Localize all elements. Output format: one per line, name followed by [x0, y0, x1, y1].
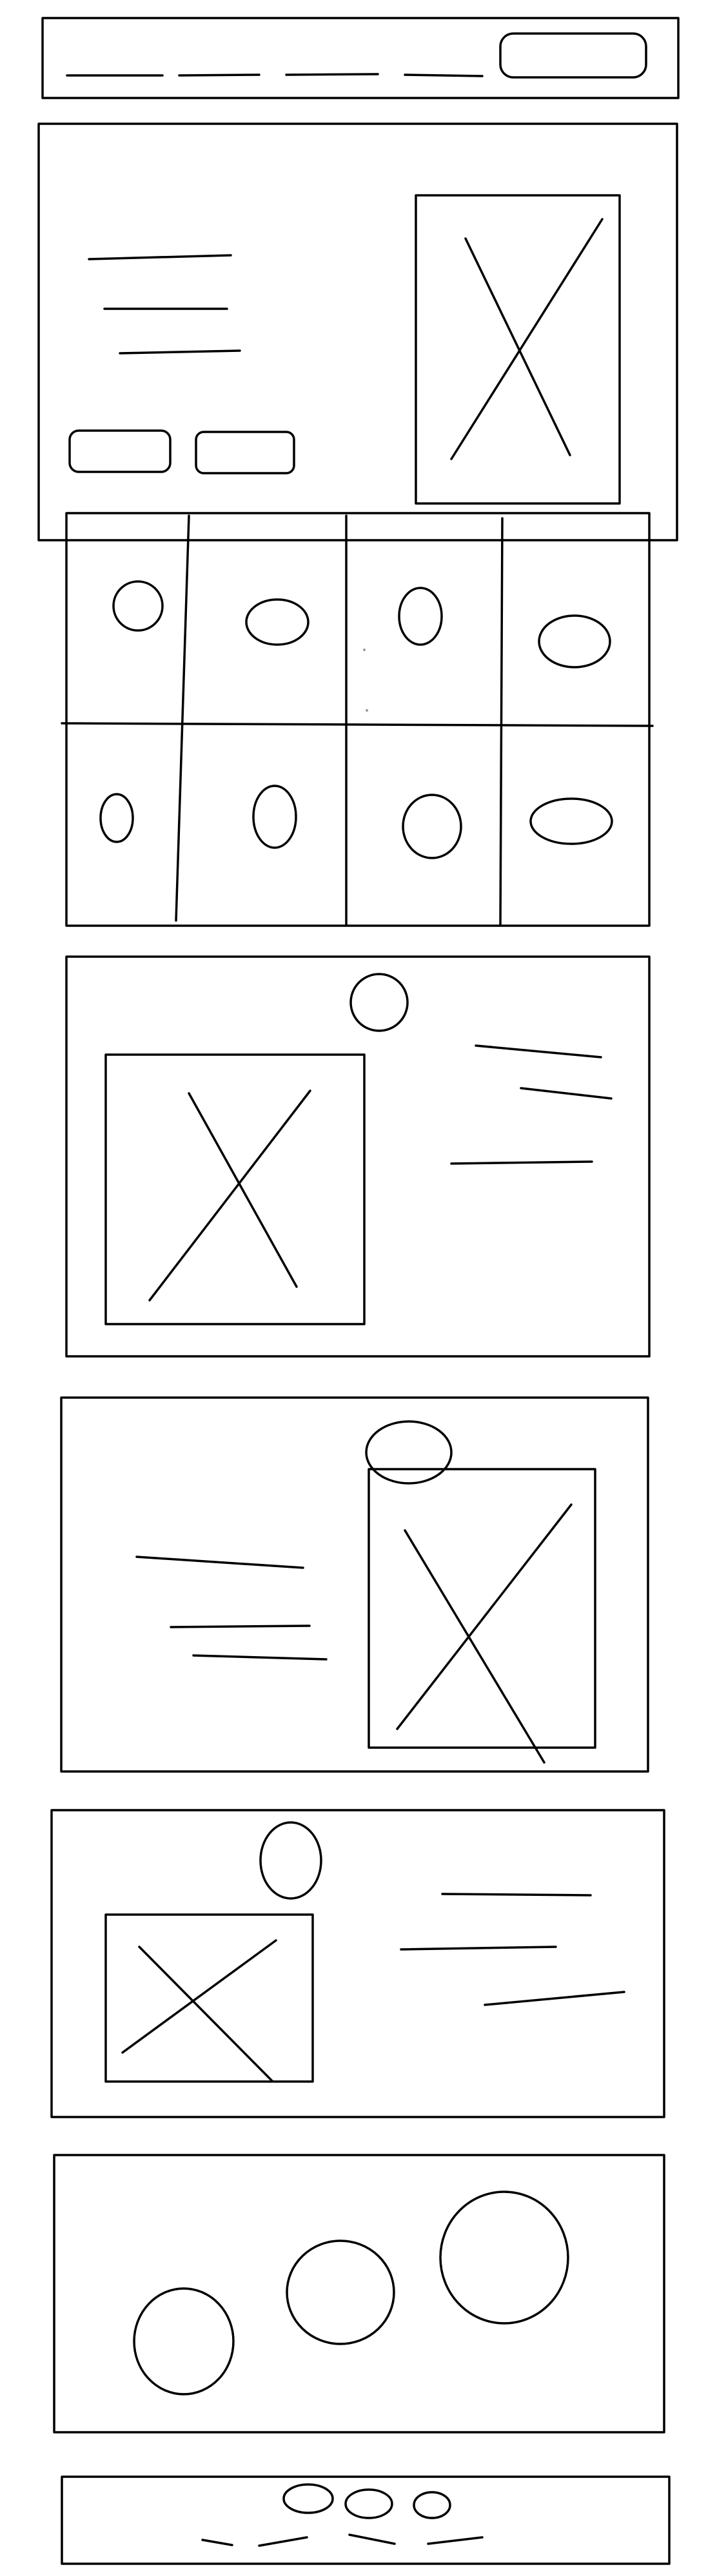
image-cross-line	[148, 1089, 311, 1302]
grid-icon[interactable]	[245, 598, 309, 646]
hero-frame	[37, 122, 678, 542]
footer-frame	[61, 2475, 671, 2565]
circle-item[interactable]	[286, 2239, 395, 2345]
image-frame	[368, 1468, 596, 1749]
grid-frame	[65, 512, 651, 927]
hero-section	[37, 122, 678, 542]
feature-text-line	[400, 1946, 557, 1951]
feature-frame	[50, 1809, 665, 2118]
image-cross-line	[404, 1529, 545, 1764]
nav-cta-button[interactable]	[499, 32, 647, 79]
circle-item[interactable]	[439, 2191, 569, 2325]
feature-image-placeholder	[368, 1468, 596, 1764]
grid-icon[interactable]	[99, 793, 134, 843]
feature-text-line	[441, 1893, 592, 1897]
grid-icon[interactable]	[529, 797, 613, 845]
grid-icon[interactable]	[402, 794, 462, 859]
nav-link[interactable]	[404, 73, 484, 77]
social-icon[interactable]	[282, 2483, 334, 2514]
circles-frame	[53, 2154, 665, 2434]
image-frame	[104, 1913, 314, 2083]
image-frame	[104, 1053, 366, 1325]
image-cross-line	[450, 218, 604, 460]
image-cross-line	[464, 237, 571, 456]
hero-image-placeholder	[415, 194, 621, 505]
hero-text-line	[119, 349, 241, 355]
feature-text-line	[450, 1160, 593, 1165]
grid-divider-vertical	[499, 517, 504, 926]
footer-link[interactable]	[258, 2536, 308, 2547]
hero-primary-button[interactable]	[68, 429, 172, 473]
footer-link[interactable]	[348, 2533, 396, 2545]
grid-divider-vertical	[175, 514, 190, 922]
grid-icon[interactable]	[538, 614, 611, 668]
pencil-speck	[363, 649, 366, 651]
feature-icon[interactable]	[259, 1821, 322, 1900]
feature-text-line	[135, 1556, 304, 1569]
feature-frame	[65, 955, 651, 1358]
feature-section-2	[60, 1396, 649, 1773]
grid-icon[interactable]	[112, 580, 164, 632]
feature-section-1	[65, 955, 651, 1358]
feature-image-placeholder	[104, 1913, 314, 2083]
grid-icon[interactable]	[252, 785, 297, 849]
feature-text-line	[170, 1625, 311, 1628]
image-frame	[415, 194, 621, 505]
nav-bar-frame	[41, 17, 680, 99]
feature-icon[interactable]	[349, 973, 409, 1032]
nav-bar	[41, 17, 680, 99]
grid-divider-horizontal	[61, 722, 654, 727]
feature-frame	[60, 1396, 649, 1773]
pencil-speck	[366, 709, 368, 712]
image-cross-line	[121, 1939, 277, 2054]
footer-link[interactable]	[201, 2539, 233, 2546]
feature-section-3	[50, 1809, 665, 2118]
hero-secondary-button[interactable]	[195, 431, 295, 474]
feature-icon[interactable]	[365, 1420, 453, 1485]
image-cross-line	[138, 1946, 273, 2082]
image-cross-line	[396, 1503, 573, 1730]
feature-text-line	[192, 1654, 328, 1661]
feature-text-line	[520, 1087, 613, 1100]
feature-image-placeholder	[104, 1053, 366, 1325]
icon-grid-section	[61, 512, 654, 927]
feature-text-line	[475, 1044, 602, 1059]
social-icon[interactable]	[344, 2488, 393, 2519]
social-icon[interactable]	[413, 2491, 451, 2519]
grid-icon[interactable]	[398, 587, 443, 646]
circles-section	[53, 2154, 665, 2434]
footer	[61, 2475, 671, 2565]
footer-link[interactable]	[427, 2536, 484, 2545]
circle-item[interactable]	[133, 2287, 235, 2395]
nav-link[interactable]	[285, 73, 379, 76]
hero-text-line	[88, 254, 232, 260]
image-cross-line	[188, 1092, 298, 1288]
feature-text-line	[484, 1991, 625, 2006]
